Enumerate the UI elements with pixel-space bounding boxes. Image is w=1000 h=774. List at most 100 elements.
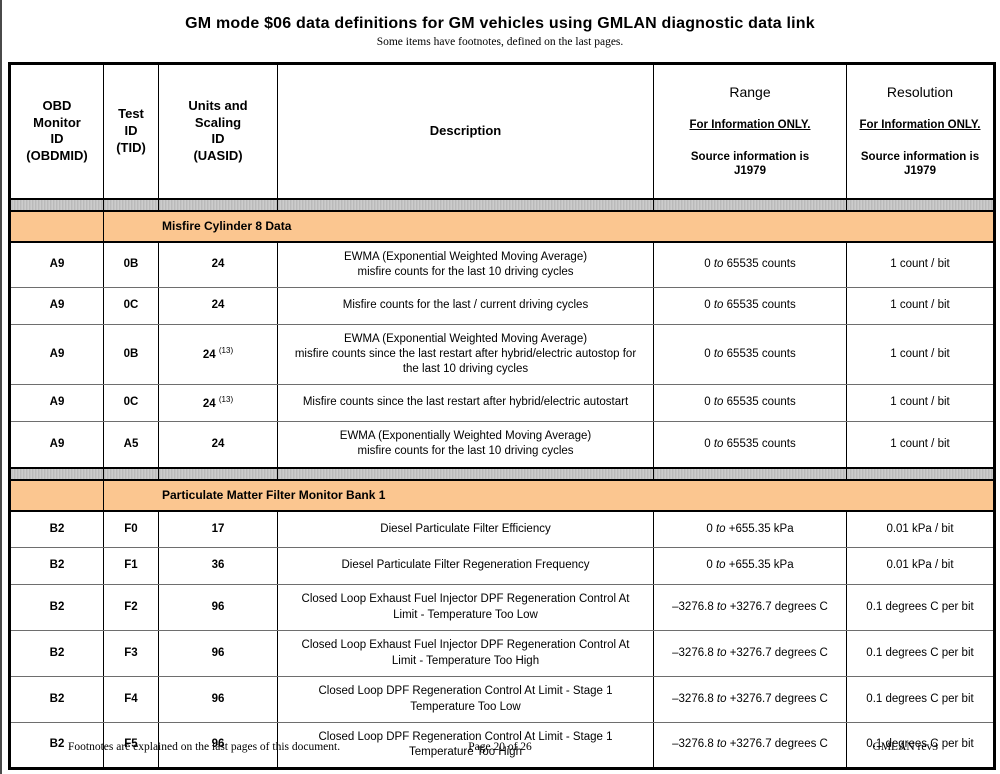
cell-resolution: 0.01 kPa / bit — [846, 510, 995, 549]
cell-description: Closed Loop Exhaust Fuel Injector DPF Re… — [277, 630, 654, 678]
cell-resolution: 0.1 degrees C per bit — [846, 584, 995, 632]
table-row: B2 F5 96 Closed Loop DPF Regeneration Contr… — [9, 722, 995, 770]
cell-description: Closed Loop DPF Regeneration Control At … — [277, 722, 654, 770]
cell-tid: F4 — [103, 676, 159, 724]
cell-uasid: 36 — [158, 547, 278, 586]
footer-revision: GMLAN rev3 — [872, 741, 938, 753]
cell-range: –3276.8 to +3276.7 degrees C — [653, 630, 847, 678]
header-obdmid: OBD Monitor ID (OBDMID) — [9, 62, 104, 200]
cell-resolution: 1 count / bit — [846, 241, 995, 289]
cell-description: Misfire counts for the last / current dr… — [277, 287, 654, 326]
cell-obdmid: B2 — [9, 630, 104, 678]
cell-tid: 0B — [103, 324, 159, 386]
cell-resolution: 1 count / bit — [846, 287, 995, 326]
cell-uasid: 24 (13) — [158, 384, 278, 423]
cell-resolution: 0.1 degrees C per bit — [846, 676, 995, 724]
header-range-note: For Information ONLY. — [689, 119, 811, 132]
cell-obdmid: B2 — [9, 547, 104, 586]
footnote-ref: (13) — [218, 346, 234, 356]
table-row: B2 F0 17 Diesel Particulate Filter Efficien… — [9, 510, 995, 549]
header-range-source: Source information is J1979 — [690, 150, 810, 178]
footnote-ref: (13) — [218, 394, 234, 404]
page-left-edge-line — [0, 0, 2, 774]
cell-obdmid: A9 — [9, 287, 104, 326]
table-row: A9 0B 24 EWMA (Exponential Weighted Moving … — [9, 241, 995, 289]
cell-tid: F0 — [103, 510, 159, 549]
table-row: A9 0C 24 (13) Misfire counts since the last… — [9, 384, 995, 423]
separator-cell — [158, 197, 278, 212]
cell-tid: 0C — [103, 384, 159, 423]
page-footer: Footnotes are explained on the last page… — [0, 741, 1000, 757]
page-title: GM mode $06 data definitions for GM vehi… — [185, 15, 815, 32]
separator-cell — [653, 197, 847, 212]
cell-uasid: 24 (13) — [158, 324, 278, 386]
header-resolution-source: Source information is J1979 — [860, 150, 980, 178]
cell-description: Closed Loop DPF Regeneration Control At … — [277, 676, 654, 724]
separator-cell — [103, 197, 159, 212]
cell-resolution: 1 count / bit — [846, 324, 995, 386]
header-tid: Test ID (TID) — [103, 62, 159, 200]
separator-cell — [9, 197, 104, 212]
cell-range: 0 to 65535 counts — [653, 241, 847, 289]
separator-cell — [158, 466, 278, 481]
header-description: Description — [277, 62, 654, 200]
separator-cell — [846, 197, 995, 212]
header-range-title: Range — [729, 83, 771, 100]
cell-uasid: 17 — [158, 510, 278, 549]
footer-page-number: Page 20 of 26 — [468, 741, 532, 753]
separator-cell — [846, 466, 995, 481]
cell-description: EWMA (Exponential Weighted Moving Averag… — [277, 324, 654, 386]
separator-cell — [9, 466, 104, 481]
header-row: OBD Monitor ID (OBDMID) Test ID (TID) Un… — [9, 62, 995, 200]
header-resolution: Resolution For Information ONLY. Source … — [846, 62, 995, 200]
cell-tid: A5 — [103, 421, 159, 469]
cell-resolution: 0.1 degrees C per bit — [846, 722, 995, 770]
cell-description: EWMA (Exponentially Weighted Moving Aver… — [277, 421, 654, 469]
cell-tid: 0C — [103, 287, 159, 326]
table-row: A9 0C 24 Misfire counts for the last / curr… — [9, 287, 995, 326]
separator-row — [9, 466, 995, 481]
cell-obdmid: B2 — [9, 584, 104, 632]
cell-range: –3276.8 to +3276.7 degrees C — [653, 584, 847, 632]
cell-uasid: 24 — [158, 287, 278, 326]
cell-obdmid: A9 — [9, 421, 104, 469]
section-title: Misfire Cylinder 8 Data — [103, 209, 995, 243]
cell-tid: F1 — [103, 547, 159, 586]
cell-uasid: 24 — [158, 241, 278, 289]
cell-tid: F3 — [103, 630, 159, 678]
cell-resolution: 1 count / bit — [846, 421, 995, 469]
table-row: B2 F1 36 Diesel Particulate Filter Regenera… — [9, 547, 995, 586]
cell-range: –3276.8 to +3276.7 degrees C — [653, 722, 847, 770]
separator-row — [9, 197, 995, 212]
header-uasid: Units and Scaling ID (UASID) — [158, 62, 278, 200]
separator-cell — [653, 466, 847, 481]
page-subtitle: Some items have footnotes, defined on th… — [376, 36, 624, 48]
section-row: Misfire Cylinder 8 Data — [9, 209, 995, 243]
header-range: Range For Information ONLY. Source infor… — [653, 62, 847, 200]
cell-range: 0 to +655.35 kPa — [653, 510, 847, 549]
table-row: B2 F2 96 Closed Loop Exhaust Fuel Injector … — [9, 584, 995, 632]
table-row: B2 F3 96 Closed Loop Exhaust Fuel Injector … — [9, 630, 995, 678]
cell-tid: F2 — [103, 584, 159, 632]
table-body: Misfire Cylinder 8 Data A9 0B 24 EWMA (Expon… — [9, 197, 995, 770]
section-spacer-cell — [9, 478, 104, 512]
header-resolution-note: For Information ONLY. — [859, 119, 981, 132]
cell-tid: F5 — [103, 722, 159, 770]
cell-resolution: 0.01 kPa / bit — [846, 547, 995, 586]
cell-range: 0 to 65535 counts — [653, 324, 847, 386]
section-title: Particulate Matter Filter Monitor Bank 1 — [103, 478, 995, 512]
separator-cell — [103, 466, 159, 481]
cell-obdmid: A9 — [9, 384, 104, 423]
cell-obdmid: A9 — [9, 324, 104, 386]
cell-uasid: 96 — [158, 676, 278, 724]
cell-range: 0 to 65535 counts — [653, 287, 847, 326]
cell-range: 0 to +655.35 kPa — [653, 547, 847, 586]
cell-obdmid: B2 — [9, 722, 104, 770]
table-row: B2 F4 96 Closed Loop DPF Regeneration Contr… — [9, 676, 995, 724]
cell-uasid: 24 — [158, 421, 278, 469]
cell-range: –3276.8 to +3276.7 degrees C — [653, 676, 847, 724]
cell-obdmid: B2 — [9, 676, 104, 724]
cell-obdmid: A9 — [9, 241, 104, 289]
cell-uasid: 96 — [158, 584, 278, 632]
definitions-table: OBD Monitor ID (OBDMID) Test ID (TID) Un… — [8, 62, 996, 771]
